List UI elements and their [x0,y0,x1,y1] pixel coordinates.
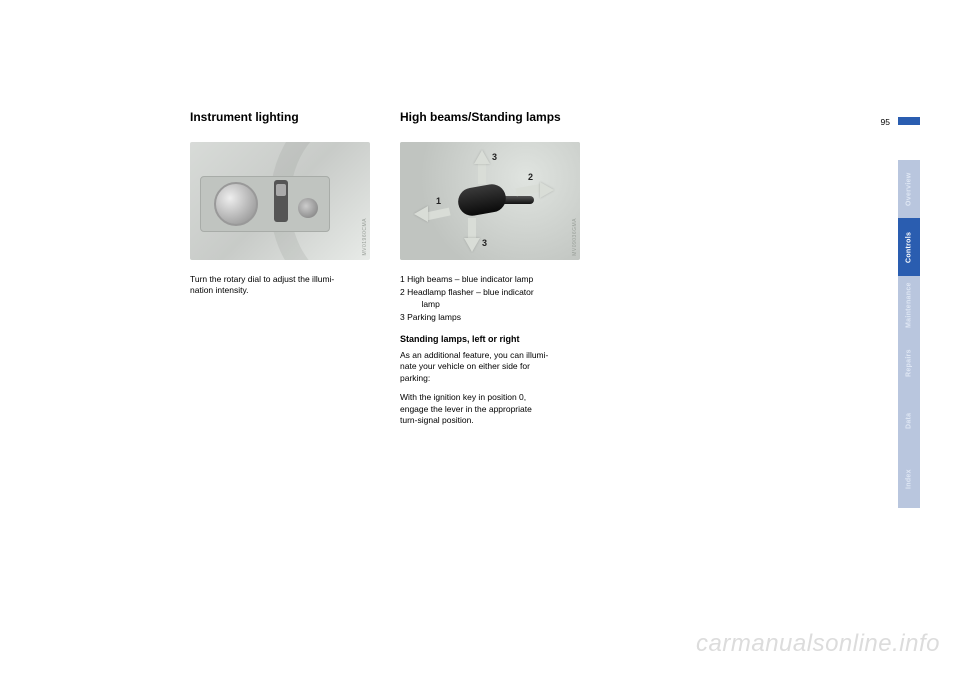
watermark: carmanualsonline.info [696,630,940,658]
arrow-right-label: 2 [528,172,533,182]
para1-line-a: As an additional feature, you can illumi… [400,350,548,360]
list-item-1: 1 High beams – blue indicator lamp [400,274,600,285]
figure-caption-left: MV01960CMA [362,218,368,256]
tab-maintenance[interactable]: Maintenance [898,276,920,334]
arrow-down-body [468,218,476,240]
tab-overview[interactable]: Overview [898,160,920,218]
column-right: High beams/Standing lamps 3 3 1 [400,110,600,435]
para-1: As an additional feature, you can illumi… [400,350,600,384]
tab-repairs[interactable]: Repairs [898,334,920,392]
list-item-3: 3 Parking lamps [400,312,600,323]
page-number-bar [898,117,920,125]
arrow-up-icon [474,150,490,164]
tab-maintenance-label: Maintenance [906,282,913,328]
page-number: 95 [881,117,890,127]
arrow-left-label: 1 [436,196,441,206]
numbered-list: 1 High beams – blue indicator lamp 2 Hea… [400,274,600,324]
arrow-left-icon [414,206,428,222]
heading-high-beams: High beams/Standing lamps [400,110,600,124]
rotary-knob-graphic [214,182,258,226]
arrow-up-label: 3 [492,152,497,162]
side-tabs: Overview Controls Maintenance Repairs Da… [898,160,920,508]
figure-rotary-dial: MV01960CMA [190,142,370,260]
arrow-down-label: 3 [482,238,487,248]
tab-repairs-label: Repairs [906,349,913,377]
para2-line-c: turn-signal position. [400,415,474,425]
para1-line-c: parking: [400,373,430,383]
column-left: Instrument lighting MV01960CMA Turn the … [190,110,380,435]
tab-index[interactable]: Index [898,450,920,508]
body-text-left: Turn the rotary dial to adjust the illum… [190,274,380,297]
figure-lever: 3 3 1 2 MV09036GMA [400,142,580,260]
arrow-right-icon [540,182,554,198]
para2-line-b: engage the lever in the appropriate [400,404,532,414]
tab-controls-label: Controls [906,231,913,262]
slider-graphic [274,180,288,222]
list-item-2: 2 Headlamp flasher – blue indicator lamp [400,287,600,310]
body-line-2: nation intensity. [190,285,248,295]
arrow-up-body [478,162,486,184]
column-layout: Instrument lighting MV01960CMA Turn the … [190,110,790,435]
para2-line-a: With the ignition key in position 0, [400,392,526,402]
para1-line-b: nate your vehicle on either side for [400,361,530,371]
tab-controls[interactable]: Controls [898,218,920,276]
para-2: With the ignition key in position 0, eng… [400,392,600,426]
tab-index-label: Index [906,469,913,489]
figure-caption-right: MV09036GMA [572,218,578,256]
tab-data[interactable]: Data [898,392,920,450]
tab-data-label: Data [906,413,913,429]
tab-overview-label: Overview [906,172,913,206]
small-button-graphic [298,198,318,218]
arrow-down-icon [464,238,480,252]
page-content: Instrument lighting MV01960CMA Turn the … [190,110,790,435]
heading-instrument-lighting: Instrument lighting [190,110,380,124]
body-line-1: Turn the rotary dial to adjust the illum… [190,274,334,284]
subheading-standing-lamps: Standing lamps, left or right [400,334,600,344]
